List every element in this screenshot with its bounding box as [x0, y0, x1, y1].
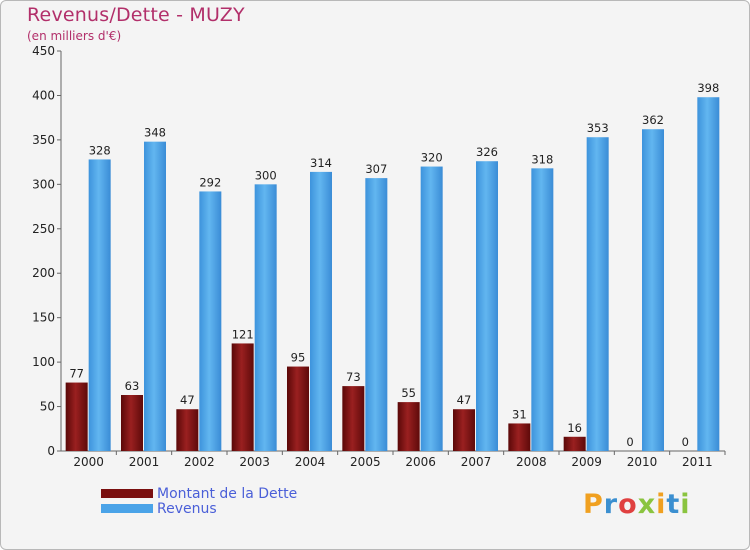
bar-debt [342, 386, 365, 451]
x-tick-label: 2000 [73, 455, 104, 469]
data-label-revenus: 320 [421, 151, 443, 165]
bar-revenus [697, 97, 720, 451]
data-label-debt: 77 [69, 367, 84, 381]
bar-debt [453, 409, 475, 451]
legend-swatch-revenus [101, 504, 153, 513]
x-tick-label: 2004 [295, 455, 326, 469]
bar-revenus [310, 171, 332, 451]
chart-subtitle: (en milliers d'€) [27, 29, 122, 43]
data-label-revenus: 348 [144, 126, 166, 140]
proxiti-logo: Proxiti [583, 489, 691, 520]
bar-debt [563, 436, 586, 451]
legend-label-revenus: Revenus [157, 500, 217, 517]
x-tick-label: 2009 [571, 455, 602, 469]
bar-debt [397, 402, 420, 451]
logo-letter: i [656, 489, 667, 520]
logo-letter: x [637, 489, 657, 520]
data-label-debt: 31 [512, 407, 527, 421]
data-label-debt: 47 [457, 393, 472, 407]
y-tick-label: 150 [32, 311, 55, 325]
logo-letter: P [583, 489, 604, 520]
bar-debt [65, 382, 88, 451]
x-tick-label: 2011 [682, 455, 713, 469]
y-tick-label: 450 [32, 44, 55, 58]
data-label-debt: 47 [180, 393, 195, 407]
data-label-debt: 0 [626, 435, 633, 449]
bar-revenus [365, 178, 388, 451]
data-label-debt: 121 [232, 327, 254, 341]
data-label-debt: 63 [125, 379, 140, 393]
legend-swatch-debt [101, 489, 153, 498]
bar-revenus [586, 137, 609, 451]
y-tick-label: 200 [32, 266, 55, 280]
x-tick-label: 2001 [129, 455, 160, 469]
data-label-revenus: 300 [255, 168, 277, 182]
bar-debt [231, 343, 254, 451]
bar-revenus [476, 161, 498, 451]
x-axis: 2000 2001 2002 2003 2004 2005 2006 2007 2008 2009… [61, 450, 726, 469]
legend-item-debt: Montant de la Dette [101, 485, 298, 502]
logo-letter: r [603, 489, 619, 520]
bar-revenus [531, 168, 554, 452]
data-label-debt: 16 [567, 421, 582, 435]
bar-debt [508, 423, 531, 451]
y-tick-label: 100 [32, 355, 55, 369]
bar-revenus [88, 159, 111, 451]
bar-debt [176, 409, 199, 451]
bar-debt [121, 395, 143, 451]
data-label-revenus: 318 [531, 152, 553, 166]
data-label-revenus: 292 [199, 175, 221, 189]
y-tick-label: 250 [32, 222, 55, 236]
data-label-revenus: 328 [89, 143, 111, 157]
legend-item-revenus: Revenus [101, 500, 297, 517]
x-tick-label: 2006 [405, 455, 436, 469]
x-tick-label: 2007 [461, 455, 492, 469]
bars [65, 97, 720, 452]
data-label-debt: 0 [682, 435, 689, 449]
bar-revenus [199, 191, 222, 451]
data-label-debt: 55 [401, 386, 416, 400]
x-tick-label: 2002 [184, 455, 215, 469]
y-tick-label: 400 [32, 88, 55, 102]
logo-letter: i [680, 489, 691, 520]
logo-letter: t [666, 489, 681, 520]
data-label-revenus: 314 [310, 156, 332, 170]
bar-revenus [144, 141, 166, 451]
data-label-revenus: 398 [697, 81, 719, 95]
bar-revenus [254, 184, 277, 452]
y-tick-label: 300 [32, 177, 55, 191]
data-label-revenus: 353 [587, 121, 609, 135]
x-tick-label: 2010 [627, 455, 658, 469]
data-label-revenus: 326 [476, 145, 498, 159]
y-tick-label: 0 [47, 444, 55, 458]
y-tick-label: 50 [40, 400, 55, 414]
y-tick-label: 350 [32, 133, 55, 147]
value-labels: 77 328 63 348 47 292 121 300 95 314 73 307 55 320 47 32… [69, 81, 719, 449]
legend-label-debt: Montant de la Dette [157, 485, 298, 502]
bar-debt [287, 366, 309, 451]
data-label-debt: 95 [291, 351, 306, 365]
chart-title: Revenus/Dette - MUZY [27, 4, 245, 26]
bar-revenus [642, 129, 664, 451]
data-label-revenus: 307 [365, 162, 387, 176]
data-label-revenus: 362 [642, 113, 664, 127]
y-axis: 0 50 100 150 200 250 300 350 400 450 [32, 44, 62, 458]
data-label-debt: 73 [346, 370, 361, 384]
bar-revenus [420, 166, 443, 452]
logo-letter: o [618, 489, 638, 520]
x-tick-label: 2005 [350, 455, 381, 469]
x-tick-label: 2003 [239, 455, 270, 469]
legend: Montant de la Dette Revenus [101, 485, 298, 517]
x-tick-label: 2008 [516, 455, 547, 469]
